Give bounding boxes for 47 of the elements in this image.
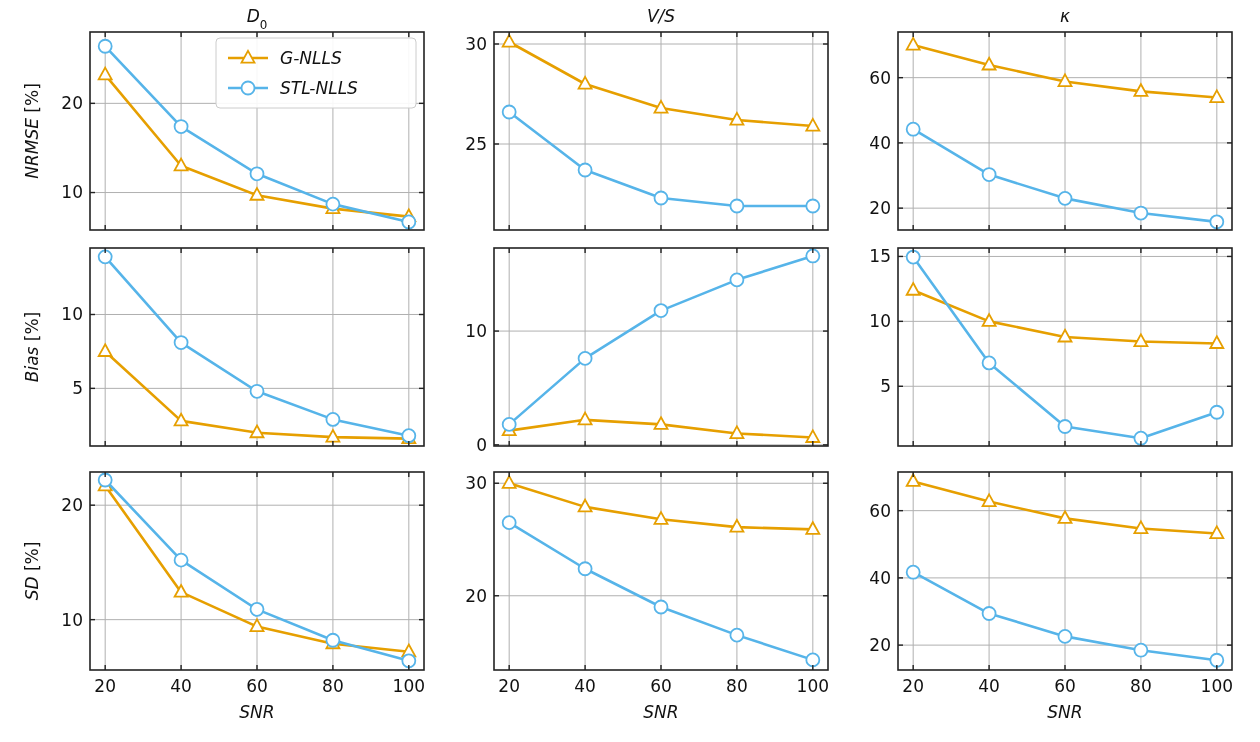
x-tick-label: 40 bbox=[170, 676, 192, 696]
x-tick-label: 100 bbox=[1200, 676, 1234, 696]
x-tick-label: 60 bbox=[650, 676, 672, 696]
y-tick-label: 30 bbox=[465, 473, 487, 494]
y-axis-title: NRMSE [%] bbox=[22, 83, 42, 179]
legend-label: G-NLLS bbox=[280, 47, 342, 68]
y-tick-label: 5 bbox=[880, 376, 891, 397]
y-tick-label: 30 bbox=[465, 33, 487, 54]
y-tick-label: 0 bbox=[476, 434, 487, 455]
x-axis-title: SNR bbox=[239, 702, 275, 722]
x-axis-title: SNR bbox=[1047, 702, 1083, 722]
y-tick-label: 10 bbox=[61, 182, 83, 203]
y-tick-label: 10 bbox=[465, 321, 487, 342]
y-tick-label: 10 bbox=[61, 304, 83, 325]
x-tick-label: 100 bbox=[392, 676, 426, 696]
legend-label: STL-NLLS bbox=[280, 77, 359, 98]
y-tick-label: 60 bbox=[869, 67, 891, 88]
x-tick-label: 80 bbox=[322, 676, 344, 696]
x-tick-label: 20 bbox=[94, 676, 116, 696]
x-tick-label: 80 bbox=[1130, 676, 1152, 696]
chart-title: D$_{0}$ bbox=[246, 6, 268, 32]
y-tick-label: 10 bbox=[869, 311, 891, 332]
y-tick-label: 20 bbox=[61, 495, 83, 516]
x-axis-title: SNR bbox=[643, 702, 679, 722]
x-tick-label: 80 bbox=[726, 676, 748, 696]
y-tick-label: 20 bbox=[465, 585, 487, 606]
y-axis-title: Bias [%] bbox=[22, 311, 42, 383]
y-tick-label: 20 bbox=[869, 198, 891, 219]
y-tick-label: 40 bbox=[869, 567, 891, 588]
y-tick-label: 20 bbox=[869, 635, 891, 656]
x-tick-label: 20 bbox=[902, 676, 924, 696]
y-tick-label: 5 bbox=[72, 378, 83, 399]
y-tick-label: 60 bbox=[869, 500, 891, 521]
y-tick-label: 40 bbox=[869, 132, 891, 153]
chart-title: κ bbox=[1059, 6, 1071, 26]
x-tick-label: 40 bbox=[978, 676, 1000, 696]
y-tick-label: 10 bbox=[61, 609, 83, 630]
x-tick-label: 60 bbox=[246, 676, 268, 696]
y-tick-label: 25 bbox=[465, 133, 487, 154]
x-tick-label: 100 bbox=[796, 676, 830, 696]
y-tick-label: 20 bbox=[61, 93, 83, 114]
y-axis-title: SD [%] bbox=[22, 541, 42, 601]
x-tick-label: 60 bbox=[1054, 676, 1076, 696]
x-tick-label: 40 bbox=[574, 676, 596, 696]
chart-title: V/S bbox=[646, 6, 676, 26]
y-tick-label: 15 bbox=[869, 246, 891, 267]
x-tick-label: 20 bbox=[498, 676, 520, 696]
